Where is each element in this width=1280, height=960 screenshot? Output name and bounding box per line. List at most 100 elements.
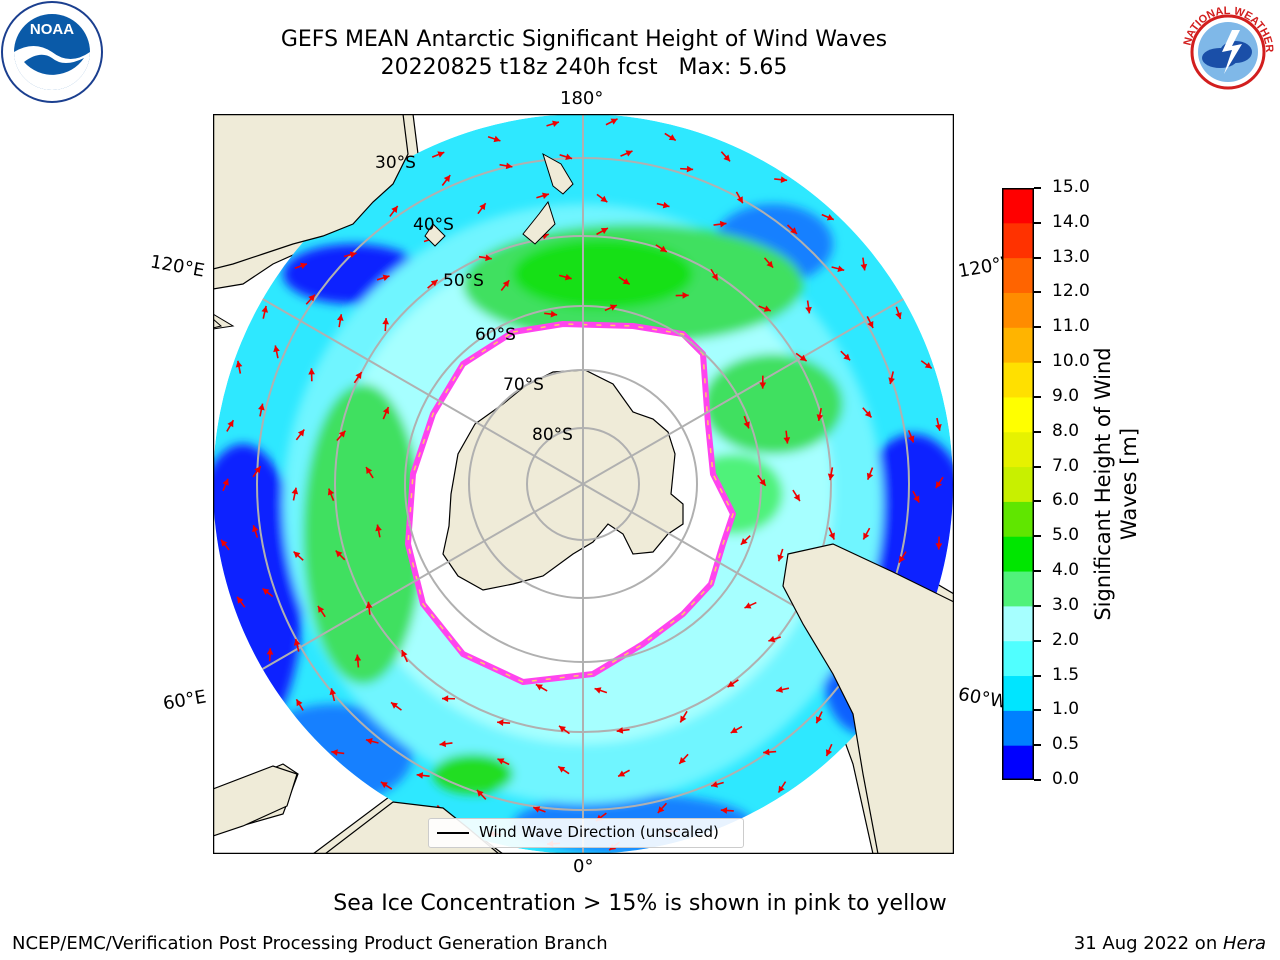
wave-arrow-head — [625, 150, 633, 157]
colorbar-tick-label: 6.0 — [1052, 490, 1080, 511]
colorbar-tick-label: 8.0 — [1052, 420, 1080, 441]
wave-arrow-head — [401, 650, 408, 658]
wave-arrow-head — [382, 274, 390, 282]
nws-logo-icon: NATIONAL WEATHER SERVICE — [1176, 0, 1278, 102]
colorbar-tick-label: 0.0 — [1052, 769, 1080, 789]
latitude-labels: 30°S 40°S 50°S 60°S 70°S 80°S — [375, 153, 573, 445]
wave-arrow-head — [365, 601, 373, 609]
colorbar-segment — [1002, 396, 1034, 433]
wave-arrow-head — [437, 151, 445, 158]
lat-label-40s: 40°S — [413, 215, 454, 235]
wave-arrow-head — [308, 368, 315, 375]
wave-arrow-head — [497, 719, 504, 726]
wave-arrow-head — [355, 372, 362, 379]
colorbar-tick-label: 15.0 — [1052, 177, 1090, 197]
chart-title: GEFS MEAN Antarctic Significant Height o… — [0, 26, 1168, 82]
australia-nz-land — [213, 114, 574, 329]
wave-arrow-head — [778, 785, 785, 793]
wave-arrow-head — [336, 314, 344, 321]
lat-label-80s: 80°S — [532, 425, 573, 445]
colorbar-tick-mark — [1034, 256, 1041, 259]
date-prefix: 31 Aug 2022 on — [1073, 933, 1223, 954]
colorbar-tick-label: 13.0 — [1052, 246, 1090, 267]
wave-arrow-head — [317, 605, 325, 613]
wave-arrow-head — [766, 260, 774, 268]
wave-arrow-head — [935, 481, 942, 489]
lat-label-60s: 60°S — [475, 325, 516, 345]
lat-label-70s: 70°S — [503, 375, 544, 395]
colorbar-segment — [1002, 327, 1034, 363]
colorbar-tick-mark — [1034, 674, 1041, 677]
wave-arrow-head — [727, 680, 735, 688]
colorbar-tick-label: 0.5 — [1052, 734, 1080, 755]
wave-arrow-head — [720, 807, 728, 814]
colorbar-tick-mark — [1034, 291, 1041, 294]
colorbar-title-line-1: Significant Height of Wind — [1091, 347, 1115, 621]
wave-arrow-head — [493, 135, 501, 143]
wave-arrow-head — [793, 494, 800, 502]
colorbar-tick-label: 9.0 — [1052, 385, 1080, 406]
wave-arrow-head — [237, 596, 244, 604]
wave-arrow-head — [908, 435, 915, 443]
wave-arrow-head — [300, 262, 307, 270]
wave-arrow-head — [837, 265, 845, 272]
wave-arrow-head — [711, 781, 718, 788]
colorbar-tick-label: 2.0 — [1052, 629, 1080, 650]
wave-arrow-head — [293, 638, 301, 646]
wave-arrow-head — [382, 318, 390, 325]
wave-arrow-head — [600, 195, 608, 203]
wave-arrow-head — [805, 306, 812, 314]
wave-arrow-head — [867, 321, 874, 329]
wave-arrow-head — [935, 424, 942, 431]
wave-arrow-head — [759, 478, 766, 486]
colorbar-tick-mark — [1034, 187, 1041, 189]
wave-arrow-head — [479, 203, 486, 211]
wave-arrow-head — [680, 715, 687, 723]
wave-arrow-head — [711, 273, 718, 281]
wave-arrow-head — [366, 467, 373, 474]
wave-arrow-head — [565, 153, 573, 161]
colorbar-tick-mark — [1034, 744, 1041, 747]
title-line-2: 20220825 t18z 240h fcst Max: 5.65 — [380, 55, 788, 80]
wave-arrow-head — [594, 687, 602, 694]
wave-arrow-head — [860, 263, 868, 271]
wave-arrow-head — [744, 602, 752, 609]
wave-arrow-head — [899, 555, 906, 563]
wave-arrow-head — [783, 437, 791, 444]
colorbar-segment — [1002, 536, 1034, 572]
wave-arrow-head — [863, 532, 870, 540]
colorbar-tick-mark — [1034, 779, 1041, 781]
wave-arrow-head — [331, 749, 338, 756]
wave-arrow-head — [662, 201, 670, 209]
wave-arrow-head — [827, 473, 835, 481]
lon-label-0: 0° — [573, 856, 594, 877]
wave-arrow-head — [416, 772, 424, 779]
colorbar-tick-mark — [1034, 326, 1041, 329]
wave-arrow-head — [659, 245, 667, 252]
wave-arrow-head — [430, 279, 438, 287]
wave-arrow-head — [382, 407, 390, 415]
wave-arrow-head — [439, 740, 447, 748]
legend-line-swatch — [437, 832, 469, 834]
wave-arrow-head — [686, 165, 694, 173]
wave-arrow-head — [222, 478, 229, 486]
colorbar-tick-mark — [1034, 395, 1041, 398]
map-panel: 30°S 40°S 50°S 60°S 70°S 80°S — [213, 114, 954, 854]
wave-arrow-head — [227, 420, 234, 428]
colorbar-segment — [1002, 605, 1034, 642]
wave-arrow-head — [730, 727, 738, 733]
wave-arrow-head — [600, 228, 608, 234]
wave-arrow-head — [657, 806, 665, 814]
colorbar-tick-label: 5.0 — [1052, 525, 1080, 546]
wave-arrow-head — [816, 716, 823, 724]
wave-arrow-head — [913, 495, 920, 503]
colorbar-segment — [1002, 292, 1034, 328]
wave-arrow-head — [497, 758, 505, 765]
wave-arrow-head — [391, 206, 398, 213]
wave-arrow-head — [924, 362, 932, 369]
title-line-1: GEFS MEAN Antarctic Significant Height o… — [280, 27, 888, 52]
ocean-disc — [213, 114, 953, 854]
colorbar-segment — [1002, 362, 1034, 398]
wave-arrow-head — [888, 377, 895, 385]
wave-arrow-head — [535, 684, 543, 691]
